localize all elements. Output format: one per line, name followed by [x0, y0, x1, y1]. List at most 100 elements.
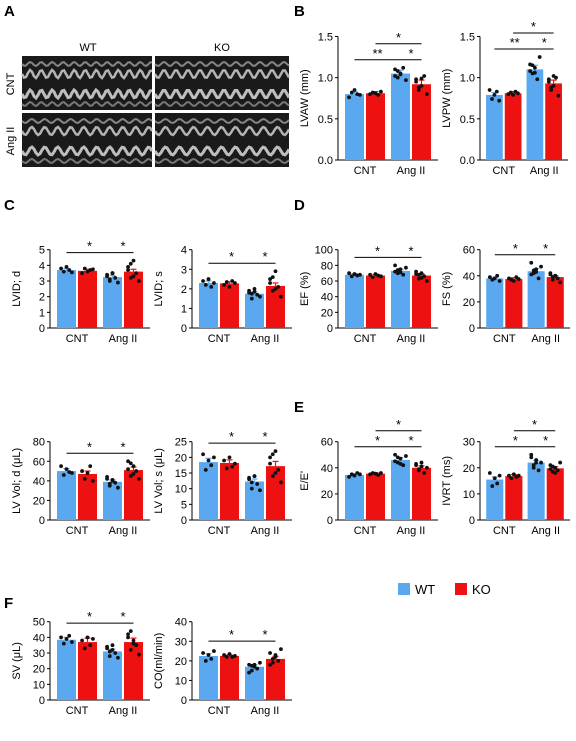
data-point — [255, 292, 260, 297]
data-point — [116, 280, 120, 285]
y-tick-label: 40 — [33, 632, 45, 644]
significance-label: * — [229, 249, 234, 264]
chart-ef: 0 20 40 60 80 100 EF (%) CNT Ang II * * — [299, 243, 438, 345]
bar-wt-angii — [527, 271, 545, 328]
data-point — [233, 461, 237, 466]
bar-ko-angii — [545, 83, 562, 160]
y-tick-label: 0 — [181, 695, 187, 707]
data-point — [126, 265, 130, 269]
echo-image-wt-cnt — [20, 56, 153, 110]
echo-row-label-cnt: CNT — [5, 72, 17, 95]
x-tick-label: Ang II — [251, 333, 280, 345]
data-point — [487, 275, 492, 280]
data-point — [105, 475, 109, 479]
data-point — [82, 476, 87, 481]
data-point — [279, 294, 283, 299]
chart-ee: 0 20 40 60 E/E' CNT Ang II * * * — [299, 417, 438, 537]
y-axis-label: LVID; s — [153, 271, 165, 307]
data-point — [206, 277, 211, 281]
bar-wt-angii — [391, 270, 410, 328]
data-point — [134, 271, 139, 276]
x-tick-label: CNT — [354, 165, 377, 177]
y-tick-label: 30 — [463, 437, 475, 449]
data-point — [347, 475, 351, 479]
data-point — [206, 653, 211, 657]
y-tick-label: 0 — [181, 323, 187, 335]
data-point — [422, 74, 427, 78]
data-point — [203, 658, 208, 663]
data-point — [393, 74, 397, 78]
bar-wt-cnt — [57, 639, 76, 700]
chart-lvidd: 0 1 2 3 4 5 LVID; d CNT Ang II * * — [11, 239, 150, 345]
data-point — [209, 284, 214, 289]
y-tick-label: 1.0 — [318, 73, 333, 85]
significance-label: * — [531, 19, 536, 34]
data-point — [352, 473, 357, 478]
data-point — [85, 635, 90, 640]
data-point — [358, 93, 362, 97]
data-point — [249, 480, 254, 485]
y-tick-label: 0 — [469, 515, 475, 527]
data-point — [487, 471, 492, 475]
x-tick-label: CNT — [354, 333, 377, 345]
data-point — [531, 463, 536, 468]
y-tick-label: 80 — [321, 260, 333, 272]
data-point — [249, 668, 254, 673]
bar-ko-cnt — [504, 93, 522, 160]
data-point — [88, 464, 93, 469]
data-point — [497, 279, 502, 283]
data-point — [379, 471, 383, 475]
data-point — [247, 475, 251, 480]
y-axis-label: LV Vol; s (μL) — [153, 448, 165, 513]
x-tick-label: CNT — [493, 333, 516, 345]
x-tick-label: CNT — [492, 165, 515, 177]
data-point — [534, 458, 539, 462]
y-tick-label: 0.5 — [460, 114, 475, 126]
data-point — [107, 649, 112, 654]
significance-label: * — [120, 439, 125, 454]
bar-wt-angii — [245, 666, 264, 700]
y-tick-label: 40 — [33, 476, 45, 488]
data-point — [416, 467, 421, 472]
bar-wt-angii — [391, 73, 410, 160]
data-point — [85, 471, 90, 475]
bar-ko-cnt — [505, 279, 523, 328]
data-point — [352, 88, 357, 92]
x-tick-label: Ang II — [251, 525, 280, 537]
bar-ko-angii — [266, 285, 285, 328]
bar-ko-angii — [124, 642, 143, 700]
data-point — [349, 274, 354, 279]
y-tick-label: 10 — [175, 484, 187, 496]
data-point — [126, 635, 130, 640]
data-point — [131, 258, 136, 263]
y-axis-label: FS (%) — [441, 272, 453, 306]
data-point — [113, 651, 118, 655]
data-point — [556, 93, 561, 98]
data-point — [126, 632, 130, 637]
significance-label: * — [375, 243, 380, 258]
significance-label: * — [120, 609, 125, 624]
y-tick-label: 1.5 — [318, 31, 333, 43]
data-point — [230, 279, 235, 283]
y-axis-label: LVAW (mm) — [299, 69, 311, 127]
data-point — [224, 655, 229, 659]
data-point — [548, 272, 553, 277]
data-point — [105, 272, 109, 277]
data-point — [268, 455, 272, 460]
data-point — [59, 464, 63, 469]
legend-label-ko: KO — [472, 582, 491, 597]
data-point — [401, 272, 406, 277]
data-point — [492, 93, 497, 97]
y-tick-label: 3 — [39, 276, 45, 288]
bar-ko-angii — [266, 658, 285, 700]
data-point — [395, 455, 400, 460]
echo-image-ko-angii — [153, 113, 291, 167]
data-point — [529, 452, 534, 457]
data-point — [270, 288, 275, 293]
data-point — [268, 651, 272, 655]
data-point — [539, 264, 543, 269]
